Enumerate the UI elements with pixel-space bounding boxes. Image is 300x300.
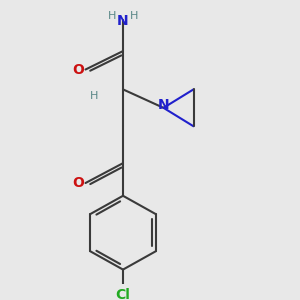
Text: N: N [158,98,169,112]
Text: N: N [117,14,129,28]
Text: O: O [72,62,84,76]
Text: H: H [90,92,99,101]
Text: O: O [72,176,84,190]
Text: Cl: Cl [116,288,130,300]
Text: H: H [130,11,139,22]
Text: H: H [107,11,116,22]
